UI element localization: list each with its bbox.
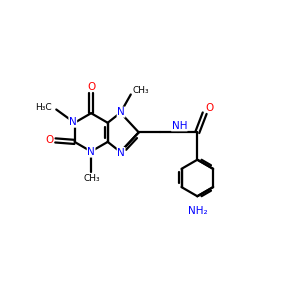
- Text: CH₃: CH₃: [84, 174, 100, 183]
- Text: NH₂: NH₂: [188, 206, 207, 216]
- Text: NH: NH: [172, 121, 187, 131]
- Text: N: N: [69, 117, 76, 127]
- Text: N: N: [87, 147, 95, 157]
- Text: H₃C: H₃C: [36, 103, 52, 112]
- Text: N: N: [117, 148, 125, 158]
- Text: CH₃: CH₃: [133, 85, 149, 94]
- Text: O: O: [45, 135, 54, 146]
- Text: O: O: [87, 82, 95, 92]
- Text: N: N: [117, 107, 125, 117]
- Text: O: O: [205, 103, 213, 113]
